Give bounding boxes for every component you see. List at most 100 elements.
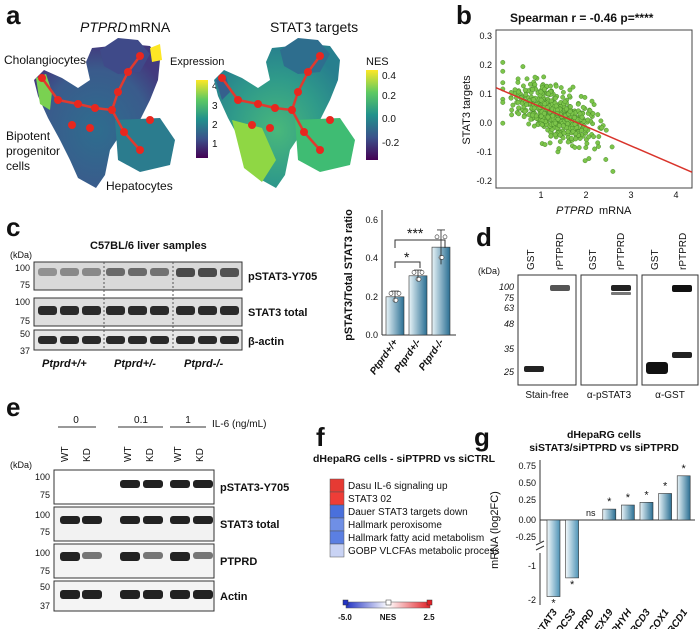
scatter-point (589, 98, 595, 104)
scatter-point (564, 106, 569, 112)
blot-d-lanes: GST rPTPRD GST rPTPRD GST rPTPRD (526, 233, 689, 270)
scatter-point (522, 108, 528, 114)
scatter-point (541, 74, 547, 80)
panel-e: e IL-6 (ng/mL) 0 0.1 1 WT KD WT KD WT KD… (6, 392, 289, 612)
band (672, 285, 692, 292)
scatter-point (562, 99, 568, 105)
blot-d-caption: Stain-free (525, 390, 569, 401)
marker: 75 (20, 280, 30, 290)
y-tick: 0.2 (479, 60, 492, 70)
scatter-point (591, 134, 596, 140)
scatter-point (569, 135, 574, 141)
genotype-label: Ptprd+/- (114, 358, 156, 370)
y-tick: 0.3 (479, 31, 492, 41)
scatter-point (568, 104, 573, 110)
lane-label: GST (588, 249, 599, 270)
y-tick: -2 (528, 595, 536, 605)
scatter-point (598, 118, 604, 124)
umap-right-nodes (218, 52, 334, 154)
sig-label: * (607, 496, 612, 508)
gsea-label: Hallmark fatty acid metabolism (348, 533, 484, 544)
umap-left-title-rest: mRNA (129, 19, 171, 35)
gsea-row: Dauer STAT3 targets down (329, 504, 468, 519)
band-label: STAT3 total (220, 519, 279, 531)
chart-g-categories: STAT3 SOCS3 PTPRD PEX19 PHYH ABCD3 ACOX1… (534, 607, 691, 629)
gsea-label: Dauer STAT3 targets down (348, 507, 468, 518)
panel-f-title: dHepaRG cells - siPTPRD vs siCTRL (313, 453, 496, 465)
chart-g-ylabel: mRNA (log2FC) (489, 491, 501, 569)
panel-b: b Spearman r = -0.46 p=**** 0.3 0.2 0.1 … (456, 0, 693, 217)
panel-a: a PTPRD mRNA STAT3 targets Expression 4 (4, 0, 400, 193)
scatter-xlabel-rest: mRNA (599, 205, 632, 217)
scatter-plot-area (495, 29, 693, 189)
scatter-y-ticks: 0.3 0.2 0.1 0.0 -0.1 -0.2 (476, 31, 492, 186)
y-tick: -0.25 (515, 532, 536, 542)
scatter-point (516, 105, 522, 111)
y-tick: 0.00 (518, 515, 536, 525)
chart-c-ylabel: pSTAT3/Total STAT3 ratio (343, 209, 355, 341)
genotype-label: Ptprd-/- (184, 358, 223, 370)
blot-c-kda: (kDa) (10, 250, 32, 260)
chart-c-sig-bracket-1 (394, 261, 421, 268)
scatter-point (542, 101, 548, 107)
scatter-point (586, 134, 592, 140)
x-tick: 2 (583, 190, 588, 200)
blot-e-lanes: WT KD WT KD WT KD (60, 446, 206, 462)
umap-right-cluster-bright (232, 120, 276, 182)
band-label: Actin (220, 591, 248, 603)
lane-label: KD (82, 448, 93, 462)
chart-c-bars (385, 229, 451, 336)
marker: 75 (40, 527, 50, 537)
scatter-point (609, 144, 615, 150)
bar (658, 493, 672, 521)
scatter-point (547, 140, 553, 146)
scatter-point (552, 120, 558, 126)
scatter-point (521, 83, 526, 89)
y-tick: 0.75 (518, 461, 536, 471)
scatter-point (603, 157, 609, 162)
y-tick: -0.2 (476, 176, 492, 186)
umap-right-cluster-right (295, 118, 355, 172)
scatter-point (586, 156, 592, 162)
nes-scale-marker (426, 599, 433, 606)
umap-left-plot (34, 38, 175, 188)
data-point (396, 291, 402, 296)
scatter-point (567, 93, 572, 99)
marker: 100 (15, 297, 30, 307)
scatter-point (524, 76, 530, 82)
colorbar-left-tick: 2 (212, 120, 218, 131)
scatter-point (548, 83, 553, 89)
blot-c (33, 261, 243, 351)
marker: 75 (40, 490, 50, 500)
umap-right-title: STAT3 targets (270, 19, 358, 35)
scatter-point (522, 87, 528, 93)
colorbar-left-tick: 4 (212, 81, 218, 92)
scatter-point (516, 111, 522, 117)
umap-left-cluster-bright (36, 74, 52, 110)
scatter-title: Spearman r = -0.46 p=**** (510, 11, 654, 25)
gsea-swatch (329, 491, 345, 506)
marker: 50 (40, 582, 50, 592)
umap-left-hotspot (150, 44, 162, 62)
scatter-point (595, 112, 601, 118)
scatter-point (545, 91, 551, 97)
band-label: β-actin (248, 336, 284, 348)
scatter-point (561, 89, 566, 95)
chart-g-y-ticks: 0.75 0.50 0.25 0.00 -0.25 -1 -2 (515, 461, 536, 605)
scatter-point (500, 100, 506, 105)
band (524, 366, 544, 372)
y-tick: 0.2 (365, 292, 378, 302)
marker: 37 (40, 601, 50, 611)
scatter-point (567, 109, 573, 115)
scatter-point (539, 122, 545, 128)
scatter-point (531, 105, 537, 111)
colorbar-left-title: Expression (170, 56, 224, 68)
scatter-point (553, 95, 558, 101)
scatter-point (579, 114, 585, 120)
bar (621, 504, 635, 521)
gsea-row: Dasu IL-6 signaling up (329, 478, 448, 493)
scatter-point (524, 102, 529, 107)
umap-right-trajectory-branch (290, 55, 321, 111)
umap-right-plot (214, 38, 355, 188)
